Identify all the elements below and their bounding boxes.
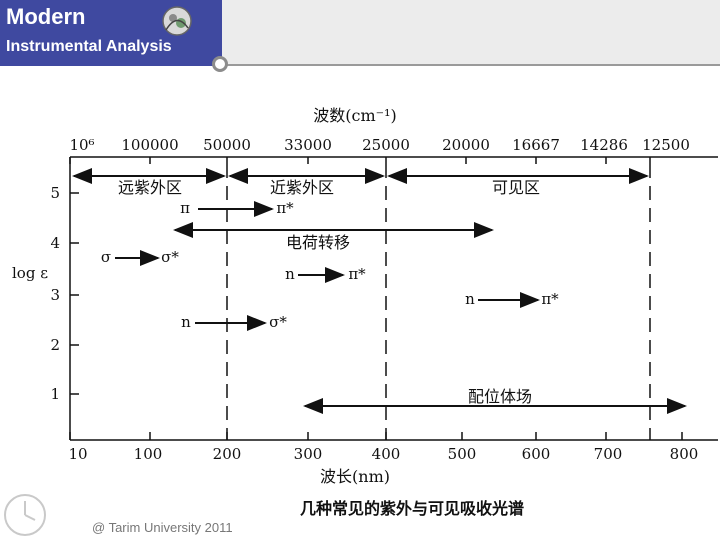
- header-bar: Modern Instrumental Analysis: [0, 0, 222, 66]
- transition-n-to: π*: [541, 290, 559, 308]
- logo-icon: [162, 6, 192, 36]
- transition-sigma-from: σ: [101, 248, 111, 266]
- wavenumber-tick: 10⁶: [69, 136, 94, 154]
- y-tick: 4: [50, 234, 60, 252]
- wavelength-tick: 700: [594, 445, 623, 463]
- region-far-uv: 远紫外区: [118, 178, 182, 197]
- wavelength-tick: 300: [294, 445, 323, 463]
- transition-sigma-to: σ*: [161, 248, 179, 266]
- wavelength-tick: 500: [448, 445, 477, 463]
- ligand-field-label: 配位体场: [468, 387, 532, 406]
- ring-icon: [212, 56, 228, 72]
- y-tick: 3: [50, 286, 60, 304]
- clock-icon: [4, 494, 46, 536]
- wavelength-axis-label: 波长(nm): [320, 467, 390, 486]
- wavelength-tick: 800: [670, 445, 699, 463]
- transition-pi-from: π: [180, 199, 190, 217]
- wavenumber-tick: 20000: [442, 136, 490, 154]
- transition-n-from: n: [465, 290, 475, 308]
- transition-n-from: n: [285, 265, 295, 283]
- wavenumber-tick: 12500: [642, 136, 690, 154]
- wavelength-tick: 400: [372, 445, 401, 463]
- wavelength-tick: 600: [522, 445, 551, 463]
- wavenumber-axis-label: 波数(cm⁻¹): [313, 106, 396, 125]
- transition-n-to: σ*: [269, 313, 287, 331]
- header-divider: [222, 64, 720, 66]
- header-band: [222, 0, 720, 64]
- wavelength-tick: 200: [213, 445, 242, 463]
- y-axis-label: log ε: [12, 264, 48, 282]
- y-tick: 5: [50, 184, 60, 202]
- figure-caption: 几种常见的紫外与可见吸收光谱: [300, 499, 524, 518]
- y-tick: 1: [50, 385, 60, 403]
- footer-credit: @ Tarim University 2011: [92, 520, 233, 535]
- transition-n-to: π*: [348, 265, 366, 283]
- wavenumber-tick: 14286: [580, 136, 628, 154]
- transition-pi-to: π*: [276, 199, 294, 217]
- wavenumber-tick: 50000: [203, 136, 251, 154]
- region-near-uv: 近紫外区: [270, 178, 334, 197]
- wavenumber-tick: 16667: [512, 136, 560, 154]
- wavelength-tick: 10: [68, 445, 87, 463]
- wavelength-tick: 100: [134, 445, 163, 463]
- y-tick: 2: [50, 336, 60, 354]
- wavenumber-tick: 33000: [284, 136, 332, 154]
- wavenumber-tick: 100000: [121, 136, 178, 154]
- header-title: Modern: [6, 4, 86, 29]
- wavenumber-tick: 25000: [362, 136, 410, 154]
- header-subtitle: Instrumental Analysis: [6, 38, 172, 55]
- region-visible: 可见区: [492, 178, 540, 197]
- transition-n-from: n: [181, 313, 191, 331]
- charge-transfer-label: 电荷转移: [286, 233, 350, 252]
